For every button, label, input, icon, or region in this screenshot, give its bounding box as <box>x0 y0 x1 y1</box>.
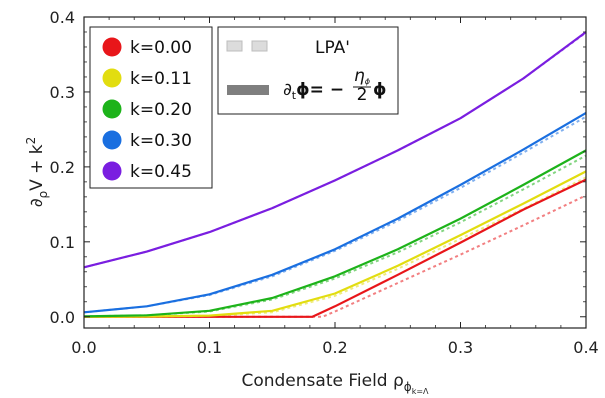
legend-solid-swatch <box>227 85 269 95</box>
x-tick-label: 0.4 <box>573 338 598 357</box>
legend-label-lpa: LPA' <box>315 38 350 58</box>
legend-label-3: k=0.30 <box>130 131 192 151</box>
series-layer <box>83 31 587 318</box>
legend-swatch-1 <box>102 68 122 88</box>
legend-swatch-0 <box>102 37 122 57</box>
style-legend: LPA' ∂tϕ= − ηϕ 2 ϕ <box>217 26 399 115</box>
legend-label-0: k=0.00 <box>130 38 192 58</box>
svg-text:ηϕ: ηϕ <box>354 66 371 86</box>
x-axis-title: Condensate Field ρϕk=Λ <box>241 371 429 396</box>
series-line-solid-2 <box>83 149 587 318</box>
legend-label-4: k=0.45 <box>130 162 192 182</box>
y-tick-label: 0.1 <box>50 233 75 252</box>
series-line-dashed-2 <box>83 154 587 318</box>
legend-swatch-2 <box>102 99 122 119</box>
legend-flow-phi: ϕ <box>373 80 387 100</box>
y-tick-label: 0.0 <box>50 308 75 327</box>
y-axis-title: ∂ρV + k2 <box>24 137 50 208</box>
series-line-solid-3 <box>83 111 587 314</box>
x-tick-label: 0.1 <box>197 338 222 357</box>
y-tick-label: 0.4 <box>50 8 75 27</box>
x-tick-label: 0.3 <box>448 338 473 357</box>
x-tick-label: 0.0 <box>71 338 96 357</box>
legend-dashed-swatch <box>226 40 268 52</box>
legend-label-1: k=0.11 <box>130 69 192 89</box>
legend-swatch-4 <box>102 161 122 181</box>
series-line-dashed-0 <box>84 194 587 318</box>
legend-label-2: k=0.20 <box>130 100 192 120</box>
series-line-solid-1 <box>83 170 587 318</box>
style-legend-box <box>217 26 399 115</box>
tick-layer: 0.0 0.1 0.2 0.3 0.4 0.0 0.1 0.2 0.3 0.4 <box>50 8 599 357</box>
legend-label-flow: ∂tϕ= − <box>283 80 344 102</box>
series-line-dashed-1 <box>83 176 587 318</box>
y-tick-label: 0.2 <box>50 158 75 177</box>
svg-text:2: 2 <box>357 85 368 105</box>
x-tick-label: 0.2 <box>322 338 347 357</box>
y-tick-label: 0.3 <box>50 83 75 102</box>
legend-flow-fraction: ηϕ 2 <box>353 66 371 105</box>
series-legend: k=0.00 k=0.11 k=0.20 k=0.30 k=0.45 <box>89 26 213 189</box>
legend-swatch-3 <box>102 130 122 150</box>
series-line-solid-4 <box>83 31 587 269</box>
